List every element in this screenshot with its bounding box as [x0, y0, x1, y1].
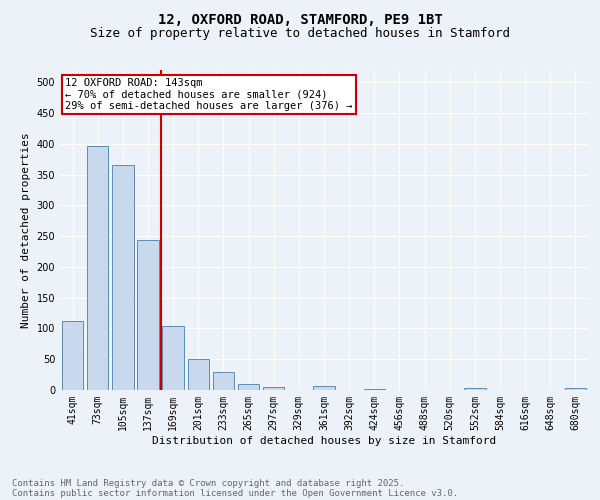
- Bar: [263, 387, 284, 390]
- Bar: [137, 240, 158, 390]
- Bar: [163, 326, 184, 390]
- Bar: [62, 321, 83, 390]
- Bar: [87, 146, 109, 390]
- Bar: [188, 359, 209, 390]
- Text: Contains HM Land Registry data © Crown copyright and database right 2025.: Contains HM Land Registry data © Crown c…: [12, 478, 404, 488]
- Text: 12 OXFORD ROAD: 143sqm
← 70% of detached houses are smaller (924)
29% of semi-de: 12 OXFORD ROAD: 143sqm ← 70% of detached…: [65, 78, 353, 111]
- Bar: [112, 166, 134, 390]
- Bar: [565, 388, 586, 390]
- Text: Contains public sector information licensed under the Open Government Licence v3: Contains public sector information licen…: [12, 488, 458, 498]
- Bar: [238, 384, 259, 390]
- Bar: [213, 372, 234, 390]
- Bar: [313, 386, 335, 390]
- Text: 12, OXFORD ROAD, STAMFORD, PE9 1BT: 12, OXFORD ROAD, STAMFORD, PE9 1BT: [158, 12, 442, 26]
- Bar: [464, 388, 485, 390]
- Text: Size of property relative to detached houses in Stamford: Size of property relative to detached ho…: [90, 28, 510, 40]
- X-axis label: Distribution of detached houses by size in Stamford: Distribution of detached houses by size …: [152, 436, 496, 446]
- Y-axis label: Number of detached properties: Number of detached properties: [21, 132, 31, 328]
- Bar: [364, 389, 385, 390]
